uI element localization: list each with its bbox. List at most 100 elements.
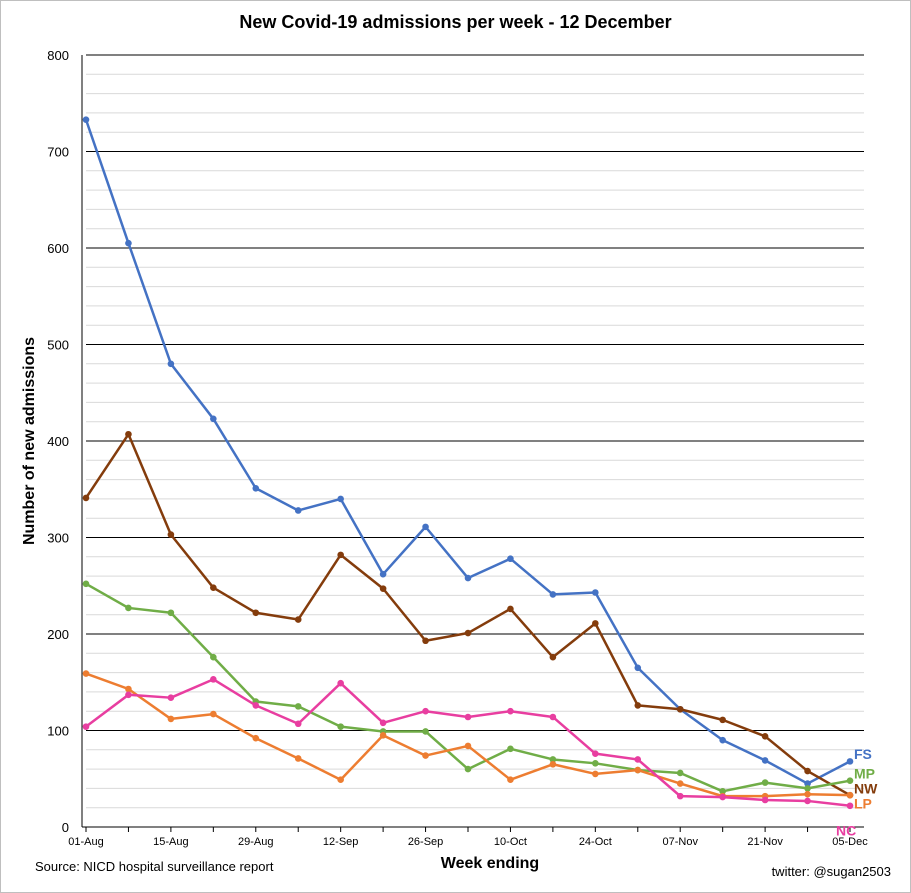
data-point-nc [252,702,260,709]
data-point-nw [507,605,514,613]
data-point-fs [210,415,217,423]
data-point-fs [549,591,557,598]
data-point-lp [294,755,302,762]
data-point-mp [125,604,132,612]
y-tick-label: 500 [47,338,69,353]
data-point-nc [294,720,302,728]
x-tick-label: 01-Aug [68,836,103,848]
x-tick-label: 26-Sep [408,836,443,848]
x-tick-label: 29-Aug [238,836,273,848]
data-point-mp [82,580,90,588]
data-point-fs [422,523,429,531]
x-tick-label: 15-Aug [153,836,188,848]
data-point-nw [719,716,726,724]
data-point-fs [464,574,472,582]
data-point-lp [804,790,811,798]
data-point-nc [761,796,769,804]
data-point-lp [634,766,642,774]
data-point-nc [592,750,599,757]
data-point-fs [761,757,769,764]
data-point-nc [846,802,854,810]
data-point-mp [507,745,514,753]
x-axis-label: Week ending [440,855,540,872]
x-tick-label: 12-Sep [323,836,358,848]
y-tick-label: 0 [62,820,69,835]
series-line-nc [85,678,851,808]
data-point-fs [294,507,302,514]
data-point-nc [464,713,472,721]
data-point-nc [379,719,387,727]
data-point-nw [210,584,217,591]
credit-note: twitter: @sugan2503 [771,864,891,879]
data-point-mp [549,756,557,763]
data-point-lp [592,770,599,778]
data-point-mp [337,723,344,730]
y-tick-label: 700 [47,145,69,160]
data-point-lp [210,710,217,718]
x-tick-label: 24-Oct [579,836,612,848]
data-point-lp [337,776,344,784]
y-tick-label: 200 [47,627,69,642]
series-end-label-lp: LP [854,795,872,811]
y-tick-label: 300 [47,531,69,546]
data-point-nc [676,792,684,800]
data-point-lp [125,685,132,693]
data-point-nw [125,430,132,438]
data-point-nc [507,707,514,715]
data-point-nc [167,694,175,701]
source-note: Source: NICD hospital surveillance repor… [35,859,274,874]
data-point-nc [210,676,217,683]
data-point-mp [294,703,302,710]
data-point-lp [252,734,260,742]
data-point-nw [634,702,642,709]
data-point-mp [210,653,217,661]
data-point-nc [125,691,132,699]
data-point-fs [719,736,726,744]
data-point-lp [422,752,429,759]
data-point-mp [719,787,726,795]
data-point-fs [634,664,642,672]
data-point-mp [676,769,684,777]
x-tick-label: 05-Dec [832,836,868,848]
data-point-nw [549,653,557,661]
data-point-fs [507,555,514,563]
data-point-fs [337,495,344,503]
data-point-nw [761,732,769,740]
data-point-nc [719,793,726,801]
data-point-fs [125,239,132,247]
data-point-nc [549,713,557,721]
data-point-lp [82,670,90,677]
data-point-fs [252,484,260,492]
data-point-nw [252,609,260,617]
data-point-fs [592,589,599,596]
series-end-label-nw: NW [854,780,878,796]
data-point-nw [804,767,811,775]
x-tick-label: 10-Oct [494,836,527,848]
data-point-nw [294,616,302,623]
data-point-mp [846,777,854,784]
series-end-label-fs: FS [854,746,872,762]
data-point-nw [676,705,684,713]
data-point-fs [379,570,387,578]
data-point-nw [82,494,90,502]
data-point-mp [422,728,429,735]
data-point-mp [761,779,769,786]
series-end-label-nc: NC [836,822,856,838]
data-point-nw [379,585,387,592]
data-point-lp [507,776,514,784]
y-tick-label: 600 [47,241,69,256]
data-point-lp [846,791,854,799]
data-point-mp [804,785,811,792]
data-point-nw [337,551,344,559]
data-point-mp [592,760,599,767]
data-point-fs [804,780,811,787]
data-point-nc [82,723,90,730]
data-point-lp [167,715,175,723]
data-point-nw [422,637,429,645]
chart-title: New Covid-19 admissions per week - 12 De… [239,12,672,32]
data-point-nw [592,620,599,627]
data-point-lp [676,780,684,787]
data-point-nw [464,629,472,637]
